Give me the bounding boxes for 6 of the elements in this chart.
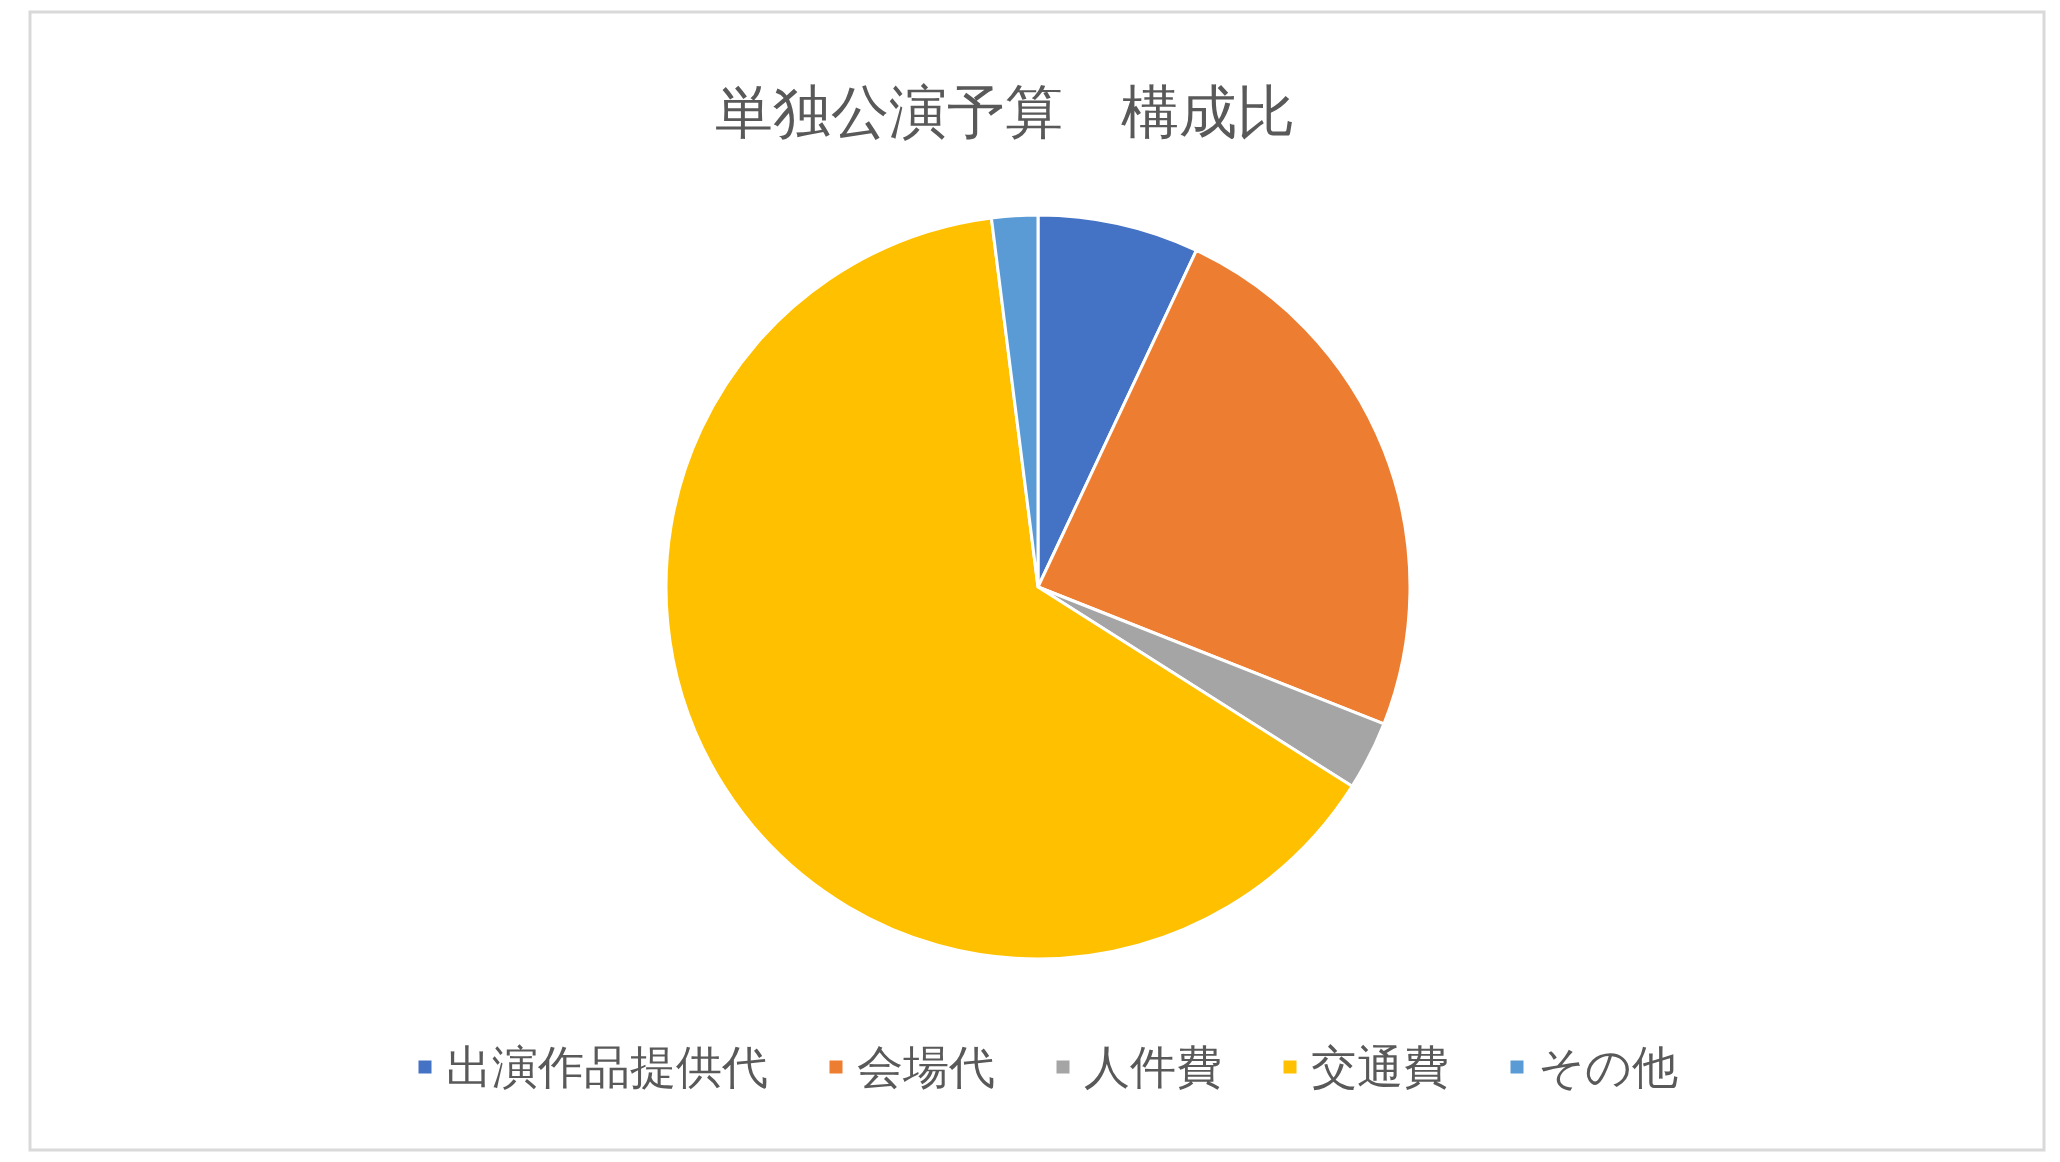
legend-label: 人件費 xyxy=(1083,1040,1222,1094)
legend-label: 交通費 xyxy=(1310,1040,1449,1094)
legend-label: 出演作品提供代 xyxy=(445,1040,768,1094)
legend-label: その他 xyxy=(1537,1040,1678,1094)
legend-label: 会場代 xyxy=(856,1040,995,1094)
chart-title: 単独公演予算 構成比 xyxy=(715,78,1295,146)
